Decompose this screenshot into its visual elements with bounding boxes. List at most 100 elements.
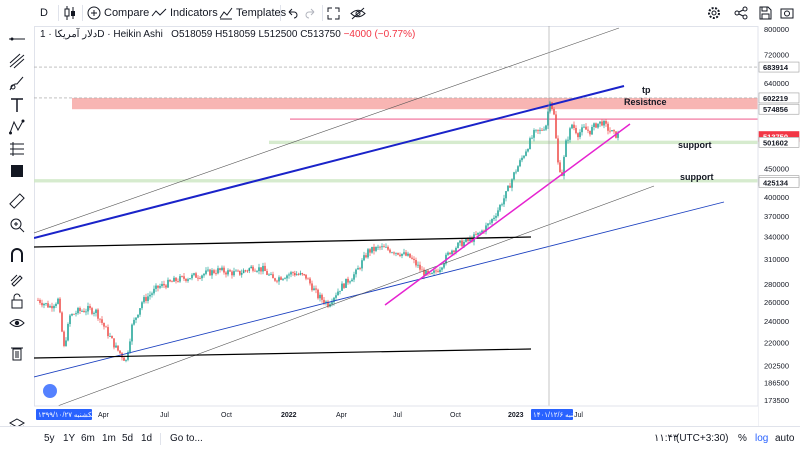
- fullscreen-icon[interactable]: [327, 4, 340, 22]
- x-tick-label: ۱۳۹۹/۱۰/۲۷ یکشنبه: [38, 411, 94, 419]
- candle-body: [299, 273, 302, 275]
- candle-body: [37, 299, 39, 301]
- candle-body: [575, 128, 577, 134]
- time-highlight-box: [36, 409, 92, 420]
- candle-body: [333, 297, 335, 303]
- candle-body: [203, 273, 205, 276]
- candle-body: [551, 102, 553, 110]
- candle-body: [401, 253, 403, 256]
- templates-button[interactable]: Templates: [219, 4, 286, 22]
- redo-icon[interactable]: [305, 4, 317, 22]
- log-toggle[interactable]: log: [755, 433, 769, 444]
- candle-body: [325, 301, 327, 304]
- candle-body: [65, 340, 67, 346]
- range-1m[interactable]: 1m: [102, 433, 116, 444]
- y-tick-label: 310000: [764, 255, 789, 264]
- fib-icon[interactable]: [8, 140, 26, 158]
- hide-drawings-icon[interactable]: [350, 4, 366, 22]
- rectangle-icon[interactable]: [8, 162, 26, 180]
- candle-body: [467, 238, 469, 241]
- snapshot-icon[interactable]: [780, 4, 794, 22]
- range-1y[interactable]: 1Y: [63, 433, 76, 444]
- candle-body: [244, 270, 247, 272]
- pattern-icon[interactable]: [8, 118, 26, 136]
- range-6m[interactable]: 6m: [81, 433, 95, 444]
- candle-body: [191, 274, 193, 279]
- stay-drawing-icon[interactable]: [8, 270, 26, 288]
- save-icon[interactable]: [758, 4, 772, 22]
- candle-body: [613, 130, 615, 132]
- chart-area[interactable]: tp Resistnce support support 800000 720000 640…: [33, 25, 800, 426]
- goto-button[interactable]: Go to...: [170, 433, 203, 444]
- candle-body: [248, 268, 251, 271]
- range-5d[interactable]: 5d: [122, 433, 134, 444]
- trend-line-icon[interactable]: [8, 52, 26, 70]
- clock-time: ۱۱:۴۳: [654, 433, 679, 444]
- candle-body: [563, 156, 565, 176]
- indicators-button[interactable]: Indicators: [151, 4, 218, 22]
- candle-body: [121, 353, 123, 358]
- candle-body: [246, 270, 249, 272]
- range-1d[interactable]: 1d: [141, 433, 153, 444]
- zoom-in-icon[interactable]: [8, 216, 26, 234]
- price-label: 683914: [763, 63, 789, 72]
- trendline-magenta: [384, 123, 631, 306]
- candle-body: [211, 270, 213, 276]
- candle-body: [547, 111, 549, 126]
- undo-icon[interactable]: [286, 4, 298, 22]
- candle-body: [375, 247, 377, 251]
- candle-body: [409, 253, 411, 258]
- horizontal-black-upper: [33, 236, 532, 248]
- lock-icon[interactable]: [8, 292, 26, 310]
- candle-style-icon[interactable]: [63, 4, 77, 22]
- x-tick-label: Oct: [450, 412, 461, 419]
- y-tick-label: 202500: [764, 361, 789, 370]
- annotation-label: Resistnce: [624, 97, 667, 107]
- chart-svg[interactable]: tp Resistnce support support 800000 720000 640…: [33, 25, 800, 426]
- candle-body: [278, 277, 280, 282]
- settings-gear-icon[interactable]: [707, 4, 721, 22]
- candle-body: [557, 138, 559, 163]
- candle-body: [569, 128, 571, 140]
- candle-body: [351, 279, 353, 282]
- candle-body: [335, 295, 337, 298]
- candle-body: [347, 278, 349, 283]
- y-tick-label: 260000: [764, 298, 789, 307]
- candle-body: [165, 285, 167, 288]
- candle-body: [101, 319, 103, 323]
- timezone-button[interactable]: (UTC+3:30): [676, 433, 729, 444]
- text-icon[interactable]: [8, 96, 26, 114]
- candle-body: [425, 270, 427, 276]
- legend-high: H518059: [215, 29, 256, 40]
- candle-body: [415, 259, 417, 266]
- candle-body: [405, 252, 407, 256]
- range-5y[interactable]: 5y: [44, 433, 55, 444]
- eye-icon[interactable]: [8, 314, 26, 332]
- x-tick-label: 2023: [508, 412, 524, 419]
- x-tick-label: Jul: [393, 412, 402, 419]
- candle-body: [258, 267, 260, 272]
- candle-body: [411, 257, 413, 259]
- candle-body: [319, 294, 321, 299]
- candle-body: [493, 217, 495, 220]
- drawing-toolbar: [0, 26, 35, 431]
- candle-body: [135, 317, 137, 320]
- brush-icon[interactable]: [8, 74, 26, 92]
- share-icon[interactable]: [734, 4, 748, 22]
- legend-symbol: دلار آمریکا: [54, 29, 98, 40]
- candle-body: [435, 270, 437, 272]
- candle-body: [321, 294, 323, 300]
- percent-toggle[interactable]: %: [738, 433, 747, 444]
- symbol-button[interactable]: D: [40, 4, 48, 22]
- compare-button[interactable]: Compare: [87, 4, 149, 22]
- trash-icon[interactable]: [8, 344, 26, 362]
- magnet-icon[interactable]: [8, 246, 26, 264]
- candle-body: [239, 270, 241, 275]
- crosshair-icon[interactable]: [8, 30, 26, 48]
- ruler-icon[interactable]: [8, 192, 26, 210]
- y-tick-label: 450000: [764, 165, 789, 174]
- auto-toggle[interactable]: auto: [775, 433, 795, 444]
- candle-body: [327, 301, 329, 307]
- plus-circle-icon: [87, 6, 101, 20]
- candle-body: [67, 324, 69, 341]
